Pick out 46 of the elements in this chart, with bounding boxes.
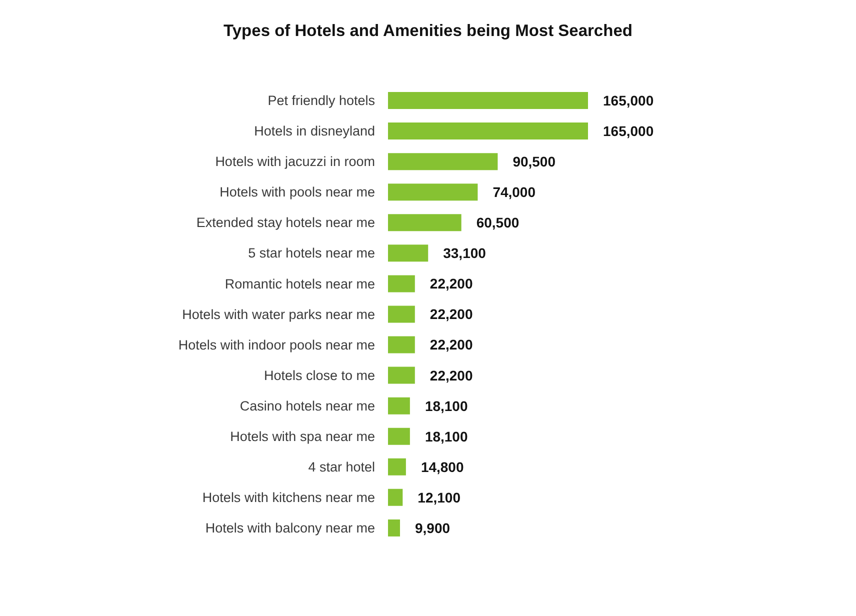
bar	[388, 214, 462, 232]
y-tick-label: 4 star hotel	[308, 459, 375, 474]
bar	[388, 428, 410, 445]
data-label: 22,200	[430, 336, 473, 353]
y-tick-label: Casino hotels near me	[240, 398, 375, 414]
y-tick-label: Hotels with jacuzzi in room	[215, 154, 375, 170]
data-label: 165,000	[603, 92, 654, 108]
data-label: 22,200	[430, 367, 473, 384]
bar	[388, 458, 406, 476]
data-label: 12,100	[418, 489, 461, 506]
bar	[388, 244, 428, 262]
bar	[388, 153, 498, 170]
y-tick-label: 5 star hotels near me	[248, 246, 375, 261]
data-label: 18,100	[424, 398, 468, 414]
y-tick-label: Hotels with water parks near me	[182, 306, 375, 322]
data-label: 60,500	[476, 214, 520, 231]
data-label: 18,100	[424, 428, 468, 444]
chart-title: Types of Hotels and Amenities being Most Searched	[222, 21, 634, 42]
bar	[388, 397, 410, 414]
bar	[388, 184, 478, 201]
y-tick-label: Hotels close to me	[264, 368, 375, 383]
bar	[388, 366, 415, 384]
bar	[388, 122, 588, 140]
data-label: 33,100	[443, 245, 486, 262]
bar	[388, 92, 588, 109]
data-label: 9,900	[415, 520, 450, 536]
y-tick-label: Hotels with indoor pools near me	[178, 337, 375, 352]
data-label: 22,200	[430, 276, 473, 292]
bar	[388, 488, 403, 506]
y-tick-label: Hotels with balcony near me	[205, 520, 375, 536]
bar	[388, 306, 415, 323]
data-label: 90,500	[512, 154, 556, 170]
y-tick-label: Hotels with spa near me	[230, 428, 375, 444]
bar	[388, 275, 415, 292]
data-label: 22,200	[430, 306, 473, 322]
y-tick-label: Extended stay hotels near me	[196, 215, 375, 230]
data-label: 165,000	[603, 123, 654, 140]
data-label: 74,000	[492, 184, 536, 200]
y-tick-label: Hotels in disneyland	[254, 124, 375, 139]
y-tick-label: Pet friendly hotels	[268, 93, 376, 108]
bar	[388, 519, 400, 536]
y-tick-label: Hotels with pools near me	[220, 184, 375, 200]
y-tick-label: Hotels with kitchens near me	[202, 490, 375, 505]
data-label: 14,800	[420, 458, 464, 475]
y-tick-label: Romantic hotels near me	[224, 276, 375, 292]
bar	[388, 336, 415, 354]
